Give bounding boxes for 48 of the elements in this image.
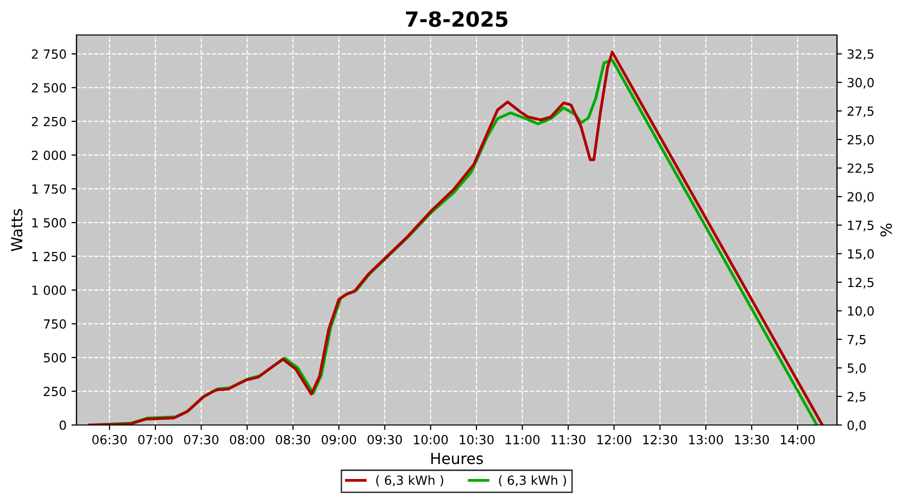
y-tick-label: 0 <box>60 420 66 430</box>
x-axis-title: Heures <box>431 452 483 464</box>
x-tick-label: 12:00 <box>597 434 632 444</box>
x-tick-label: 10:00 <box>414 434 448 444</box>
y2-tick-label: 5,0 <box>848 363 866 374</box>
y-tick-label: 2 750 <box>32 49 66 59</box>
y2-tick-label: 10,0 <box>848 306 874 317</box>
x-tick-label: 07:30 <box>184 434 218 444</box>
x-tick-label: 11:00 <box>506 434 540 444</box>
x-tick-label: 09:00 <box>322 434 356 444</box>
legend-label: ( 6,3 kWh ) <box>376 475 444 486</box>
y2-tick-label: 17,5 <box>848 220 874 232</box>
x-tick-label: 11:30 <box>552 434 586 444</box>
x-tick-label: 14:00 <box>780 434 815 444</box>
y2-tick-label: 25,0 <box>848 134 874 146</box>
x-tick-label: 08:30 <box>276 434 310 444</box>
x-tick-label: 08:00 <box>230 434 264 444</box>
y2-tick-label: 2,5 <box>848 392 866 403</box>
x-tick-label: 12:30 <box>643 434 678 444</box>
y2-tick-label: 27,5 <box>848 106 874 118</box>
y-tick-label: 1 750 <box>32 184 66 194</box>
y-axis-title: Watts <box>11 209 22 252</box>
y-tick-label: 500 <box>44 353 66 362</box>
y-tick-label: 2 000 <box>32 150 66 160</box>
x-tick-label: 06:30 <box>92 434 127 444</box>
y-tick-label: 2 500 <box>32 83 66 93</box>
y2-tick-label: 15,0 <box>848 249 874 260</box>
y2-tick-label: 20,0 <box>848 192 874 203</box>
y-tick-label: 750 <box>44 319 66 329</box>
y2-tick-label: 32,5 <box>848 49 874 60</box>
y2-tick-label: 7,5 <box>848 334 866 346</box>
y2-tick-label: 30,0 <box>848 78 874 89</box>
x-tick-label: 10:30 <box>460 434 494 444</box>
x-tick-label: 09:30 <box>368 434 402 444</box>
y-tick-label: 2 250 <box>32 116 66 126</box>
legend-label: ( 6,3 kWh ) <box>499 475 566 486</box>
y2-tick-label: 12,5 <box>848 278 874 288</box>
y2-axis-title: % <box>880 224 892 236</box>
x-tick-label: 07:00 <box>138 434 173 444</box>
y-tick-label: 1 000 <box>32 286 66 295</box>
y-tick-label: 250 <box>44 386 66 396</box>
y-tick-label: 1 250 <box>32 252 66 262</box>
chart-title: 7-8-2025 <box>406 11 508 27</box>
y2-tick-label: 0,0 <box>848 420 866 432</box>
x-tick-label: 13:30 <box>735 434 769 444</box>
y2-tick-label: 22,5 <box>848 164 874 174</box>
x-tick-label: 13:00 <box>689 434 723 444</box>
y-tick-label: 1 500 <box>32 218 66 228</box>
